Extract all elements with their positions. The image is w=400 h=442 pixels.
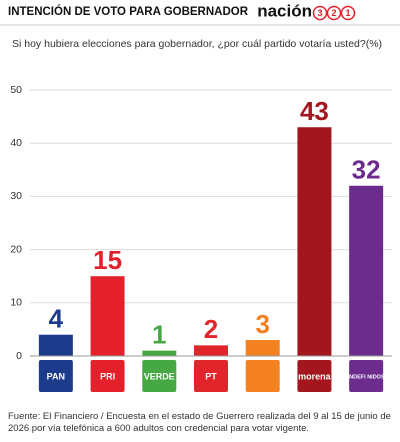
party-logo	[142, 360, 177, 392]
party-logo	[194, 360, 228, 392]
value-label: 32	[352, 155, 381, 185]
x-tick-label: PAN	[47, 371, 65, 381]
y-tick-label: 20	[10, 243, 22, 255]
x-tick-label: PRI	[100, 371, 115, 381]
bar	[297, 127, 332, 357]
chart: INTENCIÓN DE VOTO PARA GOBERNADOR Si hoy…	[0, 1, 400, 392]
chart-title: INTENCIÓN DE VOTO PARA GOBERNADOR	[8, 5, 249, 18]
brand-circle	[326, 5, 342, 21]
bar	[245, 340, 280, 356]
value-label: 4	[49, 304, 64, 334]
party-logo	[38, 360, 73, 392]
brand-digit: 1	[345, 8, 350, 18]
x-tick-label: VERDE	[144, 371, 175, 381]
source-note: Fuente: El Financiero / Encuesta en el e…	[8, 411, 391, 434]
value-label: 43	[300, 96, 329, 126]
bar	[349, 185, 384, 356]
y-tick-label: 0	[16, 350, 22, 362]
bar	[142, 350, 177, 356]
brand-digit: 3	[317, 8, 322, 18]
value-label: 15	[93, 245, 122, 275]
x-tick-label: PT	[205, 371, 217, 381]
value-label: 2	[204, 314, 218, 344]
party-logo	[349, 360, 384, 392]
bar	[194, 345, 228, 356]
y-tick-label: 50	[10, 84, 22, 96]
party-logo	[90, 360, 125, 392]
y-tick-label: 30	[10, 190, 22, 202]
y-tick-label: 40	[10, 137, 22, 149]
x-tick-label: INDEFI NIDOS	[348, 374, 385, 380]
value-label: 3	[255, 309, 269, 339]
brand-digit: 2	[331, 8, 336, 18]
y-tick-label: 10	[10, 297, 22, 309]
value-label: 1	[152, 320, 166, 350]
brand-circle	[312, 5, 328, 21]
chart-subtitle: Si hoy hubiera elecciones para gobernado…	[12, 38, 382, 50]
bar	[90, 276, 125, 356]
x-tick-label: morena	[298, 371, 332, 381]
bar	[38, 334, 73, 356]
brand-name: nación	[257, 1, 312, 20]
brand-circle	[340, 5, 356, 21]
party-logo	[245, 360, 280, 392]
party-logo	[297, 360, 332, 392]
